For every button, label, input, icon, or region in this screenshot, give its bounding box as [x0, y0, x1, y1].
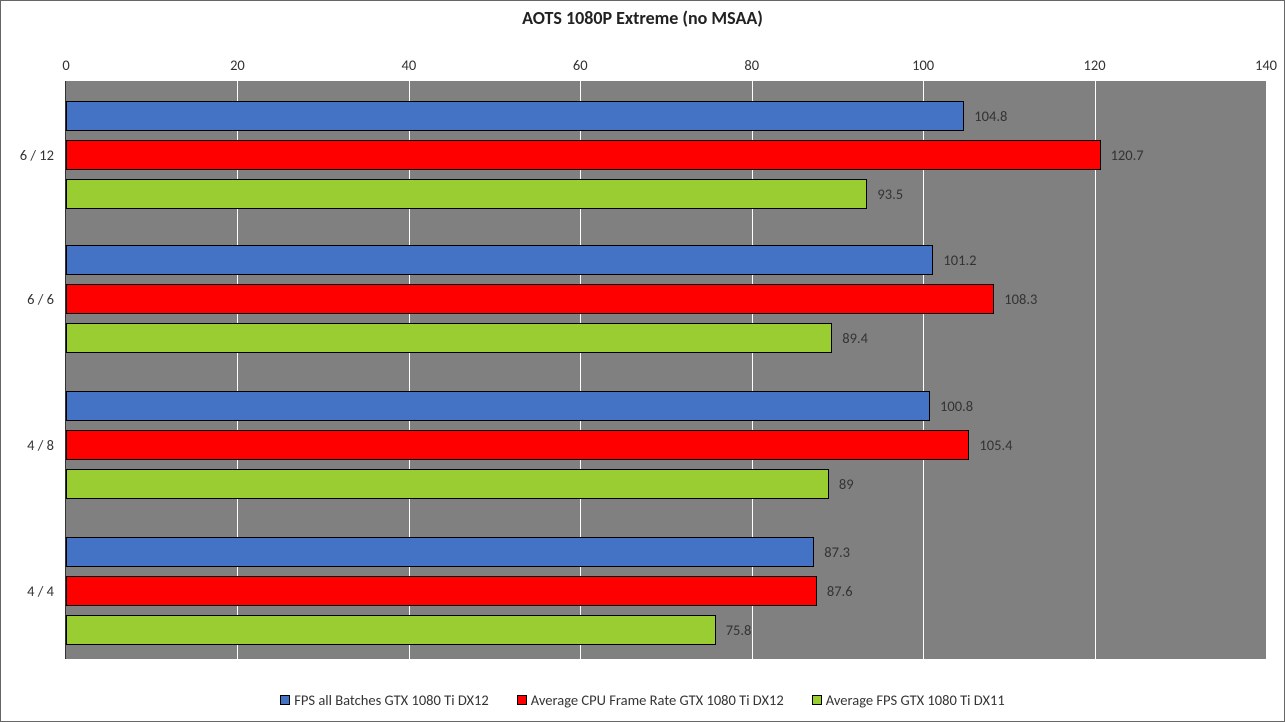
x-tick-label: 40 [401, 56, 416, 74]
chart-container: AOTS 1080P Extreme (no MSAA) 104.8 120.7 9… [0, 0, 1285, 722]
x-tick-label: 140 [1255, 56, 1277, 74]
y-tick-label: 4 / 8 [27, 436, 54, 454]
bar-value-label: 89 [839, 475, 854, 493]
bar-value-label: 93.5 [877, 185, 903, 203]
bar-value-label: 105.4 [979, 436, 1012, 454]
legend-swatch [812, 695, 822, 705]
bar [66, 469, 829, 499]
chart-title: AOTS 1080P Extreme (no MSAA) [1, 7, 1284, 29]
bar-value-label: 108.3 [1004, 290, 1037, 308]
bar [66, 101, 964, 131]
y-tick-label: 6 / 6 [27, 290, 54, 308]
bar [66, 179, 867, 209]
legend-item: FPS all Batches GTX 1080 Ti DX12 [280, 691, 488, 709]
bar-value-label: 100.8 [940, 397, 973, 415]
gridline [1266, 81, 1267, 659]
bar [66, 430, 969, 460]
bar [66, 245, 933, 275]
bar [66, 576, 817, 606]
bar-value-label: 104.8 [974, 107, 1007, 125]
legend-swatch [517, 695, 527, 705]
bar [66, 391, 930, 421]
x-tick-label: 60 [573, 56, 588, 74]
legend-item: Average CPU Frame Rate GTX 1080 Ti DX12 [517, 691, 784, 709]
x-tick-label: 80 [744, 56, 759, 74]
bar-value-label: 87.3 [824, 543, 850, 561]
bar-value-label: 75.8 [726, 621, 752, 639]
bar-value-label: 120.7 [1111, 146, 1144, 164]
legend-swatch [280, 695, 290, 705]
bar [66, 140, 1101, 170]
legend-item: Average FPS GTX 1080 Ti DX11 [812, 691, 1005, 709]
bar [66, 323, 832, 353]
x-tick-label: 100 [912, 56, 934, 74]
x-tick-label: 0 [62, 56, 69, 74]
legend-label: Average FPS GTX 1080 Ti DX11 [826, 691, 1005, 709]
y-tick-label: 4 / 4 [27, 582, 54, 600]
legend-label: Average CPU Frame Rate GTX 1080 Ti DX12 [531, 691, 784, 709]
bar-value-label: 89.4 [842, 329, 868, 347]
bar-value-label: 101.2 [943, 251, 976, 269]
x-tick-label: 20 [230, 56, 245, 74]
y-tick-label: 6 / 12 [20, 146, 54, 164]
bar [66, 537, 814, 567]
legend-label: FPS all Batches GTX 1080 Ti DX12 [294, 691, 488, 709]
x-tick-label: 120 [1084, 56, 1106, 74]
bar-value-label: 87.6 [827, 582, 853, 600]
legend: FPS all Batches GTX 1080 Ti DX12 Average … [1, 691, 1284, 709]
plot-area: 104.8 120.7 93.5 101.2 108.3 89.4 100.8 105.4 89… [66, 81, 1266, 659]
bar [66, 615, 716, 645]
bar [66, 284, 994, 314]
